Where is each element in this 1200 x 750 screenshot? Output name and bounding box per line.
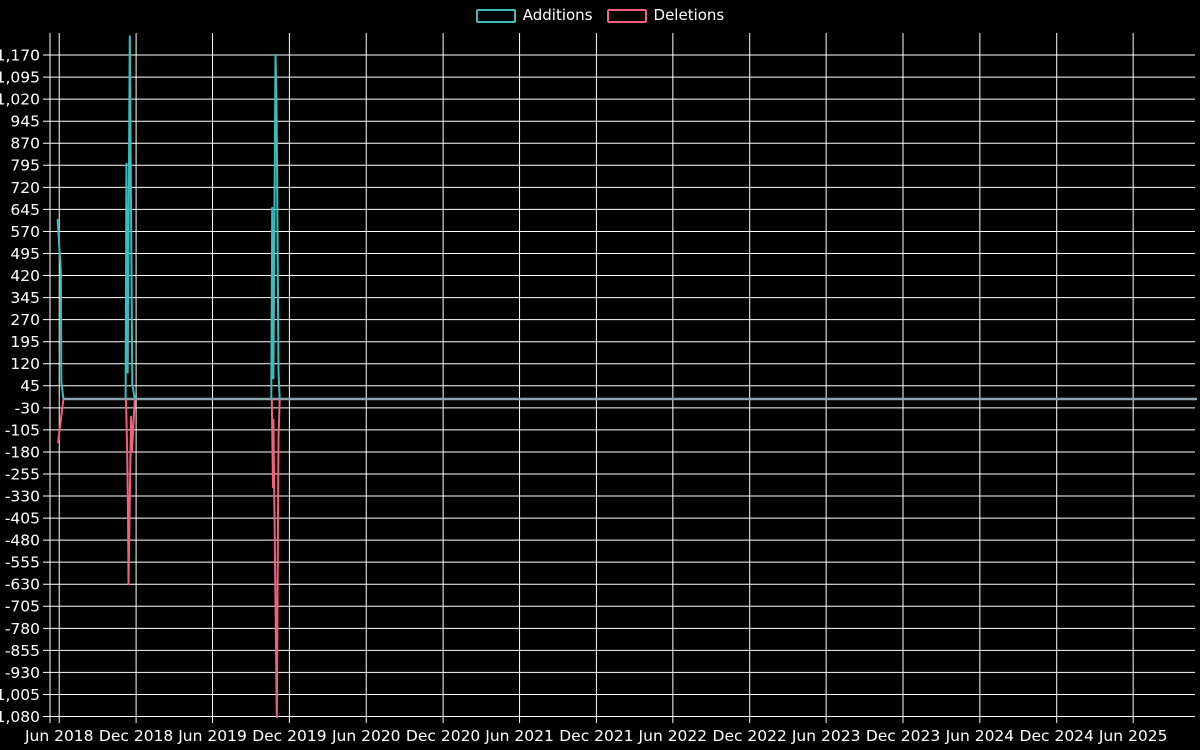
x-axis-label: Dec 2023	[866, 727, 940, 745]
y-axis-label: -630	[5, 576, 40, 594]
legend-item-deletions[interactable]: Deletions	[606, 6, 725, 24]
y-axis-label: -930	[5, 664, 40, 682]
y-axis-label: -330	[5, 487, 40, 505]
y-axis-label: 1,020	[0, 91, 40, 109]
y-axis-label: 345	[10, 289, 40, 307]
x-axis-label: Dec 2024	[1020, 727, 1094, 745]
x-axis-label: Jun 2021	[484, 727, 554, 745]
y-axis-label: -1,005	[0, 686, 40, 704]
y-axis-label: 1,170	[0, 46, 40, 64]
y-axis-label: 870	[10, 135, 40, 153]
x-axis-label: Jun 2025	[1098, 727, 1168, 745]
additions-line	[124, 35, 136, 400]
y-axis-label: 1,095	[0, 69, 40, 87]
y-axis-label: -705	[5, 598, 40, 616]
y-axis-label: 720	[10, 179, 40, 197]
legend: Additions Deletions	[0, 8, 1200, 23]
y-axis-label: -780	[5, 620, 40, 638]
x-axis-label: Dec 2019	[252, 727, 326, 745]
y-axis-label: 795	[10, 157, 40, 175]
x-axis-label: Jun 2022	[638, 727, 708, 745]
y-axis-label: 945	[10, 113, 40, 131]
x-axis-label: Dec 2021	[559, 727, 633, 745]
legend-label-deletions: Deletions	[653, 6, 725, 24]
additions-line	[270, 54, 281, 400]
x-axis-label: Jun 2020	[331, 727, 401, 745]
deletions-line	[57, 398, 65, 444]
legend-item-additions[interactable]: Additions	[475, 6, 593, 24]
y-axis-label: 45	[20, 377, 40, 395]
x-axis-label: Jun 2019	[177, 727, 247, 745]
y-axis-label: -255	[5, 465, 40, 483]
y-axis-label: 270	[10, 311, 40, 329]
y-axis-label: 645	[10, 201, 40, 219]
y-axis-label: -405	[5, 510, 40, 528]
y-axis-label: -30	[15, 399, 40, 417]
y-axis-label: 570	[10, 223, 40, 241]
additions-swatch-icon	[475, 8, 516, 23]
x-axis-label: Jun 2018	[24, 727, 94, 745]
y-axis-label: -1,080	[0, 708, 40, 726]
y-axis-label: -555	[5, 554, 40, 572]
additions-line	[56, 219, 65, 400]
x-axis-label: Dec 2022	[713, 727, 787, 745]
x-axis-label: Dec 2020	[406, 727, 480, 745]
deletions-line	[125, 398, 136, 586]
y-axis-label: -105	[5, 421, 40, 439]
legend-label-additions: Additions	[522, 6, 593, 24]
x-axis-label: Dec 2018	[99, 727, 173, 745]
y-axis-label: 120	[10, 355, 40, 373]
x-axis-label: Jun 2023	[791, 727, 861, 745]
y-axis-label: -180	[5, 443, 40, 461]
y-axis-label: 420	[10, 267, 40, 285]
x-axis-label: Jun 2024	[945, 727, 1015, 745]
deletions-swatch-icon	[606, 8, 647, 23]
y-axis-label: 195	[10, 333, 40, 351]
deletions-line	[270, 398, 281, 719]
y-axis-label: -855	[5, 642, 40, 660]
y-axis-label: 495	[10, 245, 40, 263]
y-axis-label: -480	[5, 532, 40, 550]
